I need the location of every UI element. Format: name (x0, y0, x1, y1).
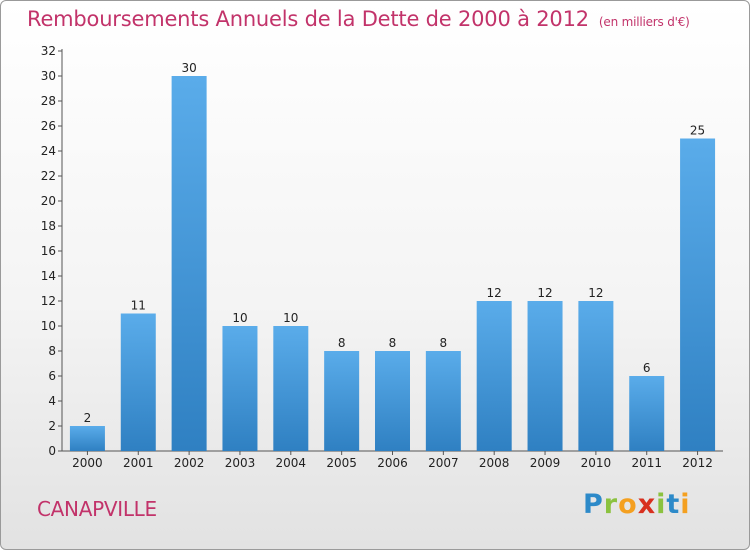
proxiti-logo: Proxiti (583, 489, 691, 520)
bar-value-label: 25 (690, 124, 705, 138)
bar-value-label: 8 (440, 336, 448, 350)
y-tick-label: 10 (41, 319, 56, 333)
bar (629, 376, 665, 451)
unit-label: (en milliers d'€) (598, 15, 690, 29)
x-tick-label: 2005 (326, 456, 357, 470)
bar-value-label: 12 (537, 286, 552, 300)
logo-letter: r (603, 489, 619, 520)
bar (680, 138, 716, 451)
y-tick-label: 30 (41, 69, 56, 83)
y-tick-label: 12 (41, 294, 56, 308)
x-tick-label: 2009 (530, 456, 561, 470)
x-tick-label: 2003 (225, 456, 256, 470)
title-text: Remboursements Annuels de la Dette de 20… (27, 7, 589, 31)
bar (273, 326, 309, 451)
y-tick-label: 20 (41, 194, 56, 208)
chart-title: Remboursements Annuels de la Dette de 20… (27, 7, 690, 31)
bar (425, 351, 461, 451)
logo-letter: i (656, 489, 667, 520)
y-tick-label: 24 (41, 144, 56, 158)
commune-name: CANAPVILLE (37, 497, 157, 521)
y-tick-label: 14 (41, 269, 56, 283)
x-tick-label: 2011 (631, 456, 662, 470)
bar-value-label: 10 (232, 311, 247, 325)
x-tick-label: 2002 (174, 456, 205, 470)
bar (578, 301, 614, 451)
x-tick-label: 2006 (377, 456, 408, 470)
bar-value-label: 8 (389, 336, 397, 350)
x-tick-label: 2001 (123, 456, 154, 470)
y-tick-label: 4 (48, 394, 56, 408)
x-tick-label: 2000 (72, 456, 103, 470)
bar-value-label: 12 (588, 286, 603, 300)
logo-letter: P (583, 489, 604, 520)
y-tick-label: 26 (41, 119, 56, 133)
bar (69, 426, 105, 451)
x-tick-label: 2012 (682, 456, 713, 470)
x-tick-label: 2008 (479, 456, 510, 470)
y-tick-label: 18 (41, 219, 56, 233)
y-tick-label: 2 (48, 419, 56, 433)
bar (171, 76, 207, 451)
y-tick-label: 22 (41, 169, 56, 183)
y-tick-label: 28 (41, 94, 56, 108)
y-tick-label: 0 (48, 444, 56, 458)
x-tick-label: 2010 (581, 456, 612, 470)
x-tick-label: 2004 (276, 456, 307, 470)
y-tick-label: 8 (48, 344, 56, 358)
bar (120, 313, 156, 451)
bar (476, 301, 512, 451)
logo-letter: i (680, 489, 691, 520)
bar-value-label: 2 (84, 411, 92, 425)
x-tick-label: 2007 (428, 456, 459, 470)
bar (527, 301, 563, 451)
logo-letter: t (666, 489, 681, 520)
bar-value-label: 8 (338, 336, 346, 350)
bar-value-label: 6 (643, 361, 651, 375)
y-tick-label: 6 (48, 369, 56, 383)
bar (222, 326, 258, 451)
logo-letter: o (618, 489, 638, 520)
logo-letter: x (637, 489, 657, 520)
bar-value-label: 10 (283, 311, 298, 325)
bar (324, 351, 360, 451)
bar-value-label: 11 (131, 299, 146, 313)
y-tick-label: 32 (41, 44, 56, 58)
y-tick-label: 16 (41, 244, 56, 258)
bar (375, 351, 410, 451)
bar-value-label: 12 (487, 286, 502, 300)
bar-value-label: 30 (181, 61, 196, 75)
